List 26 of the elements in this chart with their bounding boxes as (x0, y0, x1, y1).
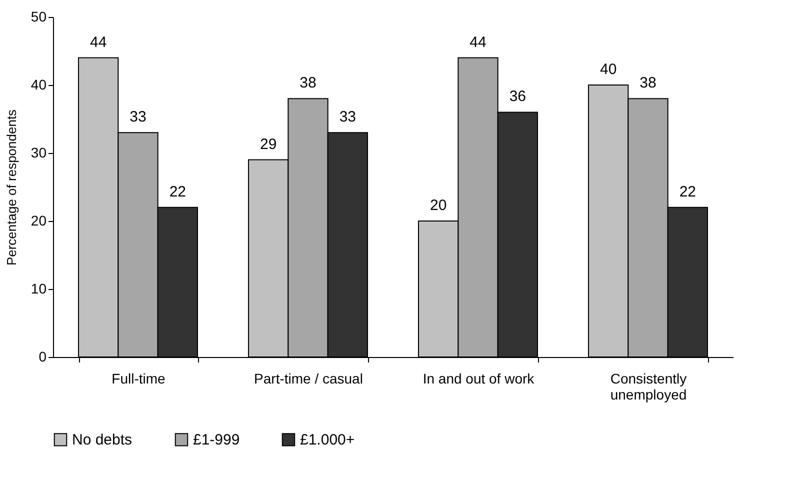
legend-label: No debts (72, 432, 132, 449)
y-tick-label: 50 (30, 8, 47, 24)
data-label: 38 (300, 74, 316, 92)
legend-label: £1.000+ (300, 432, 355, 449)
data-label: 33 (339, 108, 356, 126)
x-tick-label: Part-time / casual (254, 370, 363, 386)
y-tick-label: 40 (30, 76, 47, 92)
x-tick-label: Consistently unemployed (610, 370, 687, 402)
data-label: 44 (470, 34, 486, 51)
data-label: 44 (90, 34, 107, 51)
data-label: 40 (600, 61, 617, 78)
x-tick-label: In and out of work (422, 370, 536, 386)
data-label: 36 (509, 88, 526, 106)
data-label: 20 (430, 197, 447, 214)
y-tick-label: 10 (30, 280, 47, 296)
x-tick-label: Full-time (112, 370, 166, 386)
data-label: 22 (169, 183, 186, 200)
legend-label: £1-999 (193, 432, 240, 449)
y-tick-label: 20 (30, 212, 47, 228)
y-tick-label: 30 (30, 144, 47, 160)
y-tick-label: 0 (38, 348, 47, 364)
data-label: 29 (260, 136, 277, 153)
data-label: 22 (679, 183, 696, 200)
data-label: 38 (640, 74, 656, 92)
y-axis-title: Percentage of respondents (4, 108, 19, 266)
data-label: 33 (130, 108, 146, 126)
